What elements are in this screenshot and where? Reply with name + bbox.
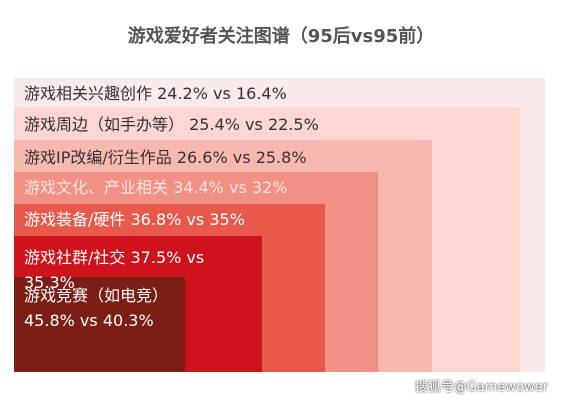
separator: vs xyxy=(79,311,98,330)
item-label: 游戏装备/硬件 36.8% vs 35% xyxy=(24,207,324,232)
value-label: 40.3% xyxy=(102,311,154,330)
value-label: 25.4% xyxy=(189,115,240,134)
category-label: 游戏社群/社交 xyxy=(24,248,126,267)
item-label: 游戏社群/社交 37.5% vs 35.3% xyxy=(24,245,259,295)
item-label: 游戏竞赛（如电竞） 45.8% vs 40.3% xyxy=(24,283,174,333)
category-label: 游戏装备/硬件 xyxy=(24,210,126,229)
watermark: 搜狐号@Gamewower xyxy=(414,380,548,395)
separator: vs xyxy=(186,210,205,229)
value-label: 35.3% xyxy=(24,273,75,292)
category-label: 游戏周边（如手办等） xyxy=(24,115,185,134)
value-label: 16.4% xyxy=(235,84,287,103)
category-label: 游戏IP改编/衍生作品 xyxy=(24,148,172,167)
item-label: 游戏周边（如手办等） 25.4% vs 22.5% xyxy=(24,112,524,137)
separator: vs xyxy=(186,248,205,267)
value-label: 22.5% xyxy=(267,115,319,134)
item-label: 游戏相关兴趣创作 24.2% vs 16.4% xyxy=(24,81,544,106)
value-label: 25.8% xyxy=(255,148,307,167)
chart-title: 游戏爱好者关注图谱（95后vs95前） xyxy=(127,26,435,47)
value-label: 24.2% xyxy=(157,84,208,103)
separator: vs xyxy=(245,115,263,134)
value-label: 45.8% xyxy=(24,311,75,330)
value-label: 35% xyxy=(209,210,245,229)
value-label: 34.4% xyxy=(173,178,224,197)
item-label: 游戏IP改编/衍生作品 26.6% vs 25.8% xyxy=(24,145,424,170)
value-label: 26.6% xyxy=(176,148,228,167)
category-label: 游戏文化、产业相关 xyxy=(24,178,169,197)
separator: vs xyxy=(213,84,231,103)
nested-box xyxy=(14,277,185,372)
separator: vs xyxy=(229,178,247,197)
separator: vs xyxy=(232,148,251,167)
category-label: 游戏竞赛（如电竞） xyxy=(24,286,169,305)
value-label: 32% xyxy=(251,178,288,197)
item-label: 游戏文化、产业相关 34.4% vs 32% xyxy=(24,175,374,200)
value-label: 36.8% xyxy=(130,210,182,229)
value-label: 37.5% xyxy=(130,248,182,267)
category-label: 游戏相关兴趣创作 xyxy=(24,84,153,103)
